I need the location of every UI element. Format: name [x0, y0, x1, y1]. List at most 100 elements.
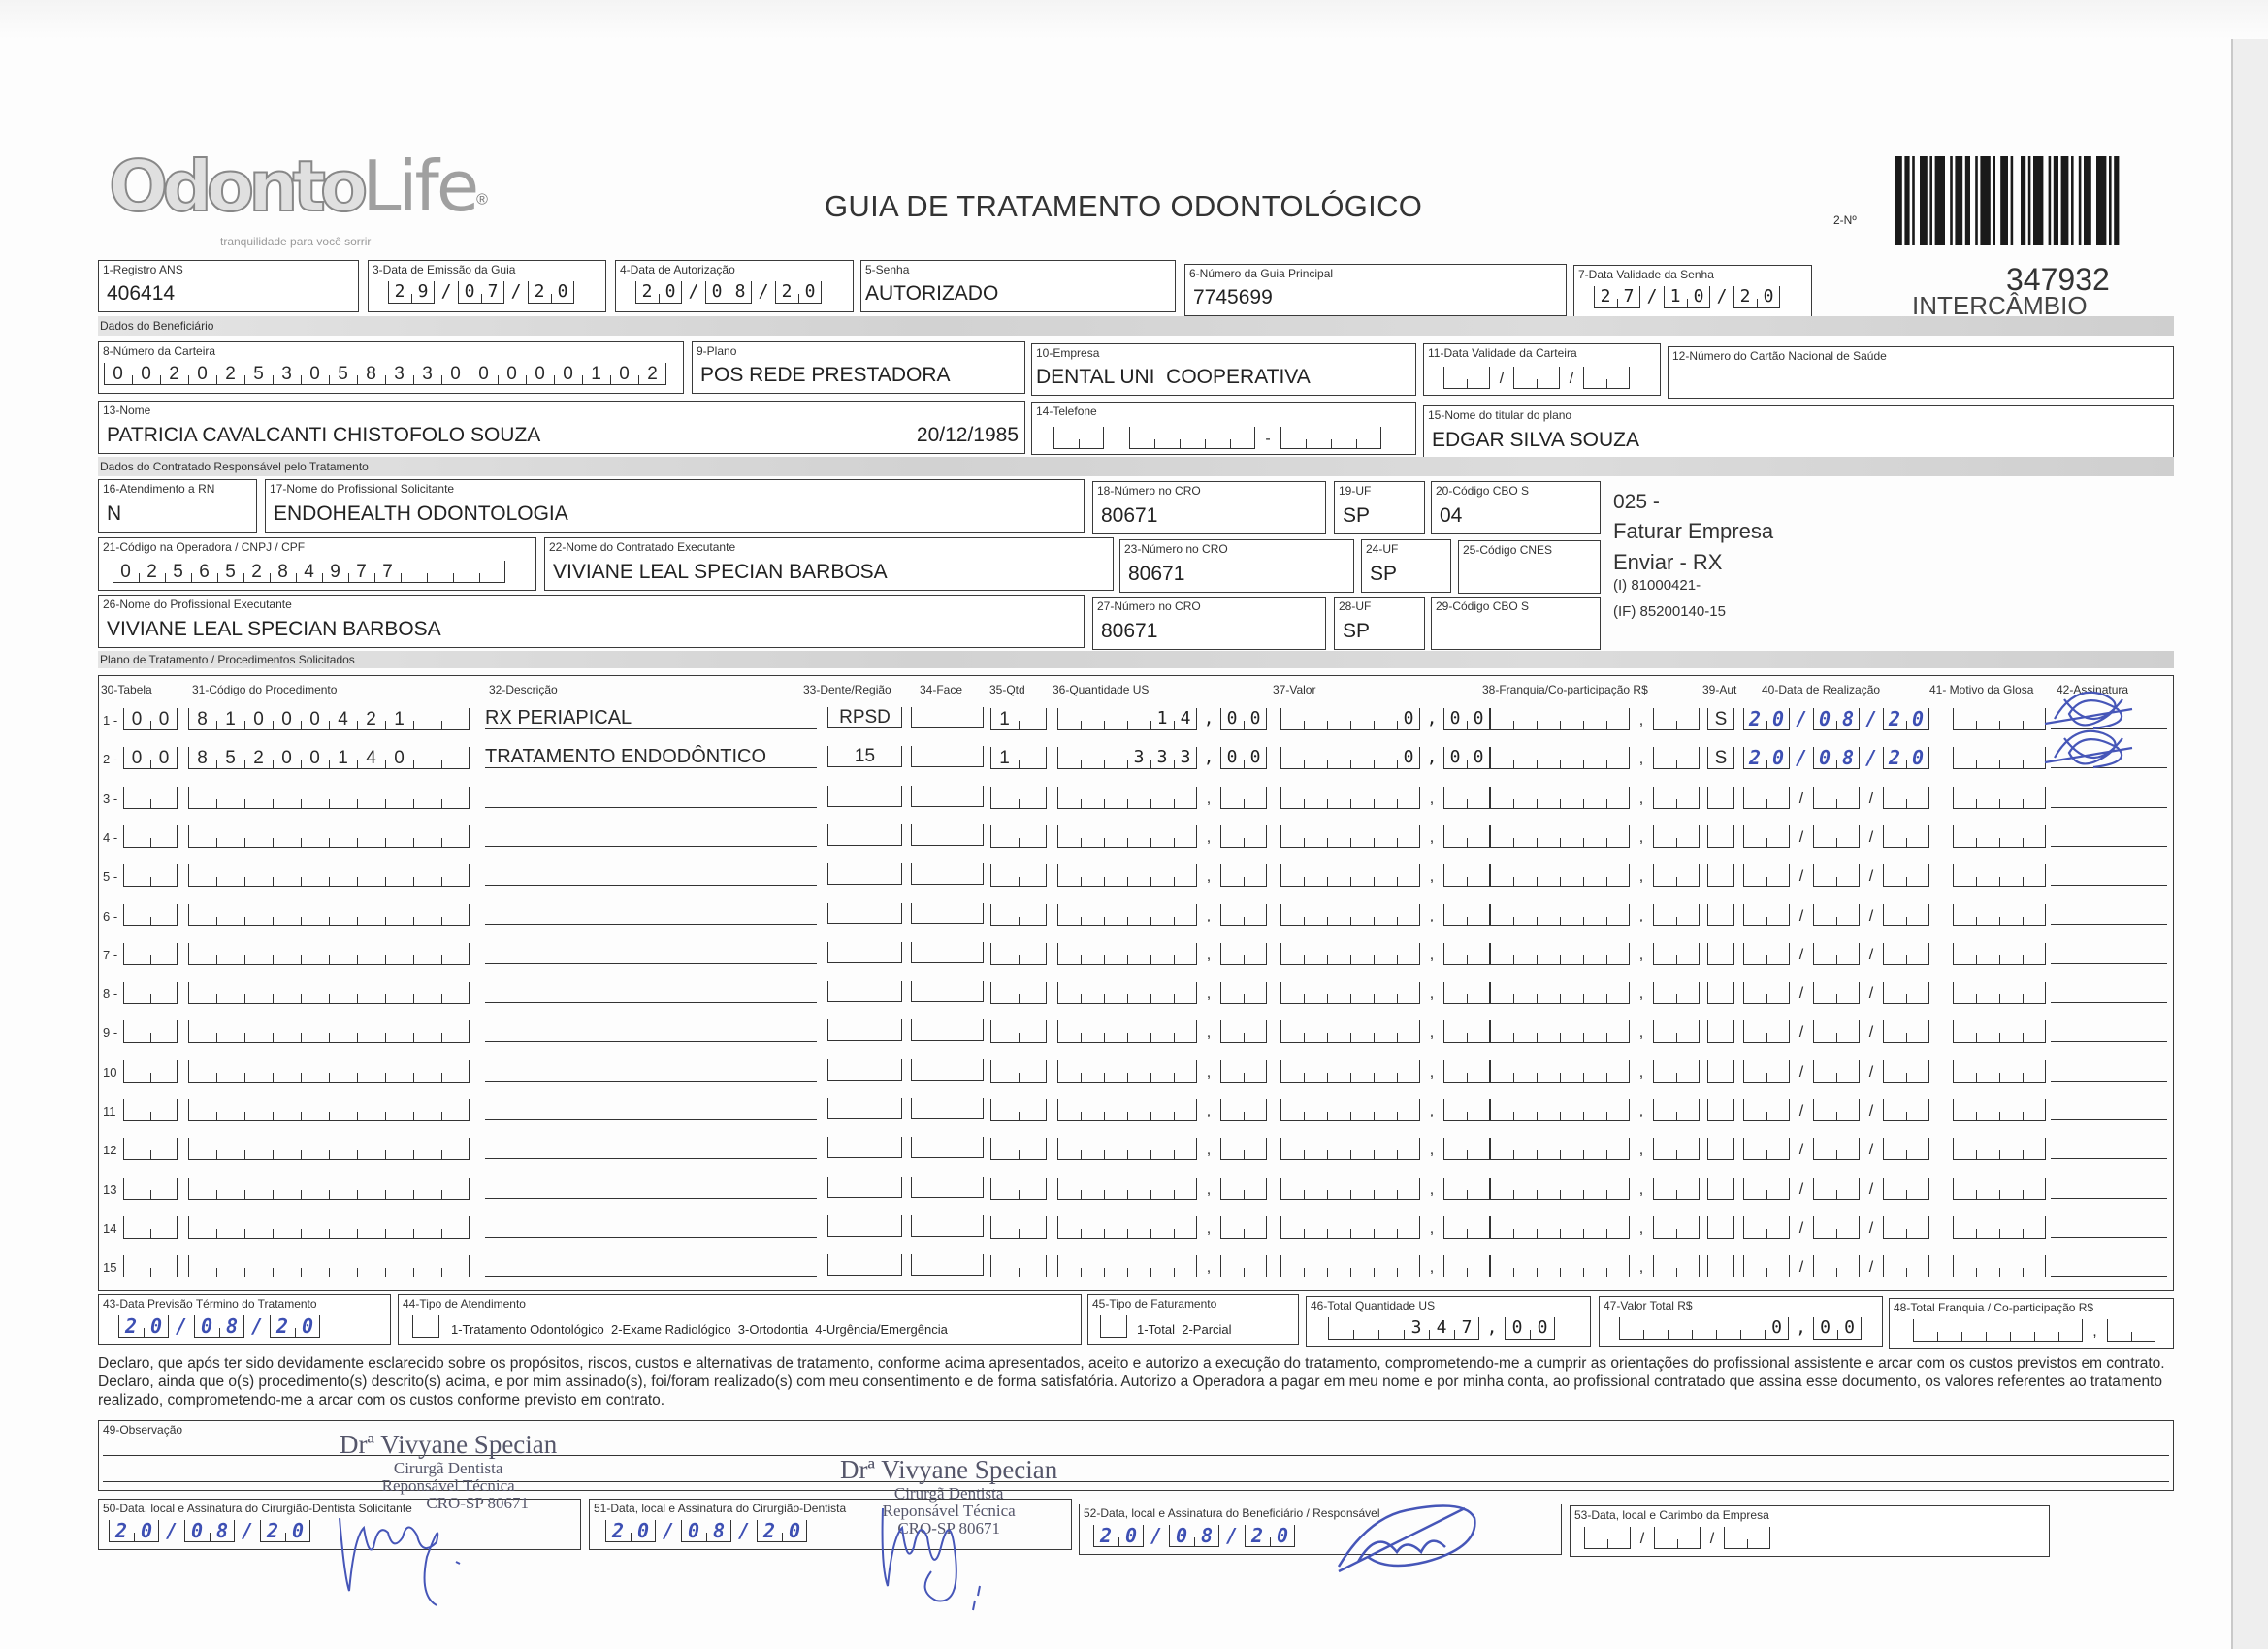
qtd-cells[interactable]: [990, 1059, 1047, 1083]
data-realizacao-cells[interactable]: / /: [1743, 903, 1929, 926]
face-field[interactable]: [911, 941, 984, 963]
face-field[interactable]: [911, 981, 984, 1003]
qtd-cells[interactable]: [990, 942, 1047, 965]
dente-field[interactable]: [827, 1176, 902, 1198]
face-field[interactable]: [911, 1058, 984, 1081]
glosa-cells[interactable]: [1953, 1177, 2046, 1200]
qtd-cells[interactable]: 1: [990, 746, 1047, 770]
face-field[interactable]: [911, 902, 984, 924]
franquia-cells[interactable]: ,: [1490, 786, 1700, 809]
dente-field[interactable]: [827, 1058, 902, 1081]
valor-cells[interactable]: ,: [1280, 1137, 1490, 1161]
valor-cells[interactable]: ,: [1280, 1098, 1490, 1121]
cro18-field[interactable]: 18-Número no CRO 80671: [1092, 481, 1326, 534]
aut-cell[interactable]: [1707, 863, 1734, 888]
data-realizacao-cells[interactable]: 20/08/20: [1743, 746, 1929, 770]
cro27-field[interactable]: 27-Número no CRO 80671: [1092, 597, 1326, 650]
data-realizacao-cells[interactable]: / /: [1743, 981, 1929, 1005]
glosa-cells[interactable]: [1953, 1098, 2046, 1121]
franquia-cells[interactable]: ,: [1490, 981, 1700, 1005]
quantidade-us-cells[interactable]: ,: [1057, 1215, 1267, 1239]
tipo-faturamento-field[interactable]: 45-Tipo de Faturamento 1-Total 2-Parcial: [1087, 1294, 1299, 1345]
franquia-cells[interactable]: ,: [1490, 1137, 1700, 1161]
glosa-cells[interactable]: [1953, 863, 2046, 888]
dente-field[interactable]: 15: [827, 746, 902, 768]
codigo-cells[interactable]: [188, 942, 470, 965]
codigo-cells[interactable]: [188, 1215, 470, 1239]
descricao-field[interactable]: [485, 1019, 817, 1043]
face-field[interactable]: [911, 1254, 984, 1277]
franquia-cells[interactable]: ,: [1490, 1098, 1700, 1121]
aut-cell[interactable]: [1707, 1059, 1734, 1083]
codigo-cells[interactable]: [188, 1019, 470, 1044]
codigo-cells[interactable]: [188, 1177, 470, 1200]
contratado-executante-field[interactable]: 22-Nome do Contratado Executante VIVIANE…: [544, 537, 1114, 591]
tabela-cell[interactable]: [123, 1177, 178, 1200]
glosa-cells[interactable]: [1953, 942, 2046, 965]
data-realizacao-cells[interactable]: / /: [1743, 786, 1929, 809]
face-field[interactable]: [911, 1019, 984, 1042]
assinatura-line[interactable]: [2051, 942, 2167, 964]
cbo29-field[interactable]: 29-Código CBO S: [1431, 597, 1601, 650]
qtd-cells[interactable]: [990, 981, 1047, 1005]
glosa-cells[interactable]: [1953, 981, 2046, 1005]
franquia-cells[interactable]: ,: [1490, 1019, 1700, 1044]
tabela-cell[interactable]: [123, 1137, 178, 1161]
quantidade-us-cells[interactable]: 333,00: [1057, 746, 1267, 770]
aut-cell[interactable]: [1707, 1254, 1734, 1278]
aut-cell[interactable]: [1707, 903, 1734, 926]
data-realizacao-cells[interactable]: / /: [1743, 942, 1929, 965]
tabela-cell[interactable]: [123, 1059, 178, 1083]
codigo-cells[interactable]: [188, 786, 470, 809]
plano-field[interactable]: 9-Plano POS REDE PRESTADORA: [692, 341, 1025, 394]
aut-cell[interactable]: [1707, 1215, 1734, 1239]
codigo-cells[interactable]: [188, 903, 470, 926]
tabela-cell[interactable]: [123, 786, 178, 809]
data-realizacao-cells[interactable]: / /: [1743, 863, 1929, 888]
descricao-field[interactable]: [485, 1059, 817, 1082]
telefone-field[interactable]: 14-Telefone -: [1031, 402, 1416, 455]
qtd-cells[interactable]: [990, 1019, 1047, 1044]
data-realizacao-cells[interactable]: / /: [1743, 1254, 1929, 1278]
registro-ans-field[interactable]: 1-Registro ANS 406414: [98, 260, 359, 312]
descricao-field[interactable]: [485, 1215, 817, 1238]
descricao-field[interactable]: [485, 1137, 817, 1160]
data-realizacao-cells[interactable]: / /: [1743, 1098, 1929, 1121]
qtd-cells[interactable]: [990, 863, 1047, 888]
aut-cell[interactable]: [1707, 1019, 1734, 1044]
valor-cells[interactable]: ,: [1280, 1177, 1490, 1200]
quantidade-us-cells[interactable]: 14,00: [1057, 707, 1267, 730]
profissional-executante-field[interactable]: 26-Nome do Profissional Executante VIVIA…: [98, 595, 1085, 648]
dente-field[interactable]: [827, 902, 902, 924]
codigo-cells[interactable]: [188, 1098, 470, 1121]
glosa-cells[interactable]: [1953, 1254, 2046, 1278]
signature-dentista-field[interactable]: 51-Data, local e Assinatura do Cirurgião…: [589, 1499, 1072, 1550]
cns-field[interactable]: 12-Número do Cartão Nacional de Saúde: [1668, 346, 2174, 399]
descricao-field[interactable]: [485, 981, 817, 1004]
descricao-field[interactable]: [485, 1098, 817, 1120]
uf19-field[interactable]: 19-UF SP: [1334, 481, 1425, 534]
assinatura-line[interactable]: [2051, 1137, 2167, 1160]
dente-field[interactable]: [827, 1098, 902, 1119]
quantidade-us-cells[interactable]: ,: [1057, 1019, 1267, 1044]
franquia-cells[interactable]: ,: [1490, 1215, 1700, 1239]
valor-cells[interactable]: ,: [1280, 863, 1490, 888]
data-realizacao-cells[interactable]: / /: [1743, 1019, 1929, 1044]
qtd-cells[interactable]: [990, 1254, 1047, 1278]
aut-cell[interactable]: [1707, 1177, 1734, 1200]
dente-field[interactable]: [827, 824, 902, 846]
codigo-cells[interactable]: [188, 824, 470, 848]
tabela-cell[interactable]: [123, 1215, 178, 1239]
assinatura-line[interactable]: [2051, 786, 2167, 808]
quantidade-us-cells[interactable]: ,: [1057, 863, 1267, 888]
descricao-field[interactable]: [485, 786, 817, 808]
qtd-cells[interactable]: [990, 1137, 1047, 1161]
franquia-cells[interactable]: ,: [1490, 1254, 1700, 1278]
descricao-field[interactable]: [485, 1177, 817, 1199]
assinatura-line[interactable]: [2051, 824, 2167, 847]
face-field[interactable]: [911, 746, 984, 768]
empresa-field[interactable]: 10-Empresa DENTAL UNI COOPERATIVA: [1031, 343, 1416, 396]
